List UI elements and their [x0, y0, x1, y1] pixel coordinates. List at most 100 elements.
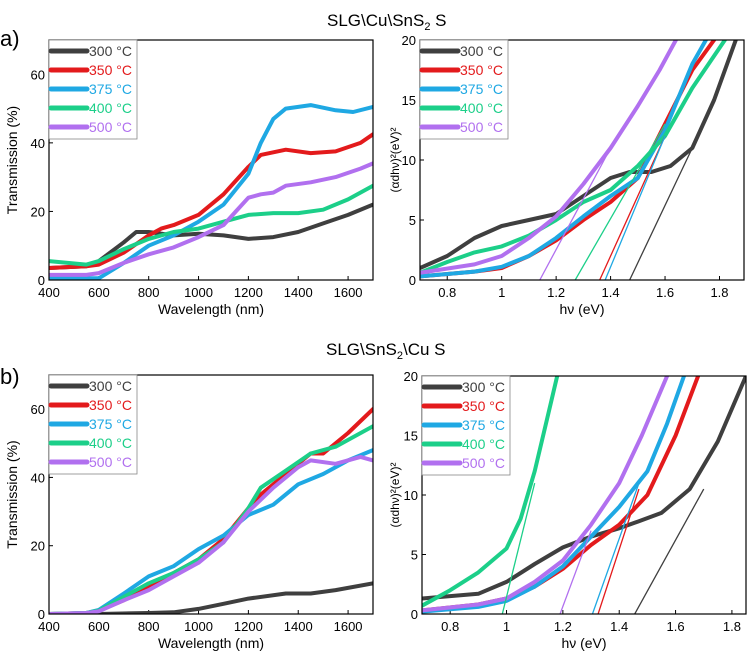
y-tick-label: 5	[411, 548, 418, 563]
series-line-300	[420, 40, 738, 270]
x-tick-label: 1.8	[723, 619, 741, 634]
y-tick-label: 60	[31, 67, 45, 82]
x-tick-label: 1.8	[710, 285, 728, 300]
row-a-title: SLG\Cu\SnS2 S	[327, 11, 447, 33]
legend-label-400: 400 °C	[89, 100, 132, 116]
y-tick-label: 40	[31, 136, 45, 151]
series-line-375	[422, 376, 686, 614]
x-tick-label: 1.6	[667, 619, 685, 634]
legend-label-350: 350 °C	[89, 397, 132, 413]
fit-line-300	[629, 147, 693, 280]
panel-label-b: b)	[0, 364, 20, 389]
chart-b-tauc: 0.8 1 1.2 1.4 1.6 1.8 0 5 10 15 20 hν (eV) (αdhν)²(e…	[388, 369, 747, 651]
x-tick-label: 1600	[334, 285, 363, 300]
fit-line-500	[559, 530, 592, 614]
y-tick-label: 40	[31, 470, 45, 485]
fit-line-400	[574, 123, 666, 280]
legend-label-375: 375 °C	[89, 416, 132, 432]
legend-label-300: 300 °C	[462, 379, 505, 395]
x-tick-label: 1	[503, 619, 510, 634]
x-tick-label: 1200	[234, 619, 263, 634]
chart-a-transmission: 400 600 800 1000 1200 1400 1600 0 20 40 60 Waveleng…	[4, 39, 374, 317]
legend-label-400: 400 °C	[460, 100, 503, 116]
y-tick-label: 0	[409, 273, 416, 288]
series-line-400	[49, 183, 373, 267]
x-tick-label: 1.4	[602, 285, 620, 300]
y-tick-label: 20	[402, 33, 416, 48]
legend-label-350: 350 °C	[462, 398, 505, 414]
x-tick-label: 800	[138, 285, 160, 300]
fit-line-300	[634, 488, 705, 614]
x-axis-label: hν (eV)	[561, 635, 606, 651]
series-line-375	[49, 103, 373, 280]
y-tick-label: 20	[31, 204, 45, 219]
legend: 300 °C 350 °C 375 °C 400 °C 500 °C	[48, 39, 138, 140]
panel-label-a: a)	[0, 26, 20, 51]
series-line-400	[420, 40, 727, 275]
fit-line-350	[599, 135, 666, 280]
plot-area	[49, 407, 373, 614]
legend: 300 °C 350 °C 375 °C 400 °C 500 °C	[419, 39, 509, 140]
series-line-500	[49, 454, 373, 614]
y-tick-label: 5	[409, 213, 416, 228]
fit-line-375	[604, 135, 666, 280]
x-tick-label: 1.2	[547, 285, 565, 300]
row-b-header: b) SLG\SnS2\Cu S	[0, 340, 446, 389]
legend-label-300: 300 °C	[89, 378, 132, 394]
fit-line-350	[597, 488, 640, 614]
series-line-375	[49, 448, 373, 614]
legend: 300 °C 350 °C 375 °C 400 °C 500 °C	[48, 374, 138, 475]
x-tick-label: 600	[88, 619, 110, 634]
x-tick-label: 1600	[334, 619, 363, 634]
series-line-400	[422, 376, 560, 608]
x-tick-label: 600	[88, 285, 110, 300]
plot-frame	[48, 39, 374, 281]
chart-b-transmission: 400 600 800 1000 1200 1400 1600 0 20 40 60 Waveleng…	[4, 374, 374, 651]
series-line-375	[420, 40, 708, 279]
x-tick-label: 1.4	[610, 619, 628, 634]
chart-a-tauc: 0.8 1 1.2 1.4 1.6 1.8 0 5 10 15 20 hν (eV) (αdhν)²(e…	[388, 33, 745, 317]
y-axis-label: (αdhν)²(eV)²	[388, 463, 402, 528]
y-tick-label: 0	[38, 607, 45, 622]
y-axis-label: (αdhν)²(eV)²	[388, 128, 402, 193]
x-tick-label: 0.8	[441, 619, 459, 634]
legend-label-375: 375 °C	[89, 81, 132, 97]
y-tick-label: 0	[38, 273, 45, 288]
legend-label-300: 300 °C	[460, 43, 503, 59]
x-tick-label: 1400	[284, 619, 313, 634]
legend-label-375: 375 °C	[460, 81, 503, 97]
legend: 300 °C 350 °C 375 °C 400 °C 500 °C	[421, 375, 511, 476]
legend-label-350: 350 °C	[460, 62, 503, 78]
plot-frame	[419, 39, 745, 281]
legend-label-300: 300 °C	[89, 43, 132, 59]
legend-label-400: 400 °C	[462, 436, 505, 452]
plot-frame	[48, 374, 374, 615]
plot-frame	[421, 375, 747, 615]
series-line-300	[49, 581, 373, 614]
legend-label-500: 500 °C	[462, 455, 505, 471]
y-tick-label: 10	[404, 488, 418, 503]
x-tick-label: 400	[38, 285, 60, 300]
row-b-title: SLG\SnS2\Cu S	[326, 340, 446, 362]
fit-line-500	[539, 147, 612, 280]
y-tick-label: 10	[402, 153, 416, 168]
x-axis-label: Wavelength (nm)	[158, 635, 264, 651]
x-tick-label: 1	[498, 285, 505, 300]
x-tick-label: 1200	[234, 285, 263, 300]
x-tick-label: 1.2	[554, 619, 572, 634]
legend-label-500: 500 °C	[89, 454, 132, 470]
series-line-500	[49, 161, 373, 277]
y-tick-label: 15	[404, 429, 418, 444]
plot-area	[420, 40, 738, 280]
legend-label-375: 375 °C	[462, 417, 505, 433]
x-tick-label: 1000	[184, 619, 213, 634]
x-tick-label: 1400	[284, 285, 313, 300]
legend-label-400: 400 °C	[89, 435, 132, 451]
x-tick-label: 800	[138, 619, 160, 634]
y-tick-label: 60	[31, 402, 45, 417]
series-line-300	[49, 202, 373, 270]
x-tick-label: 0.8	[438, 285, 456, 300]
legend-label-350: 350 °C	[89, 62, 132, 78]
series-line-350	[49, 132, 373, 270]
